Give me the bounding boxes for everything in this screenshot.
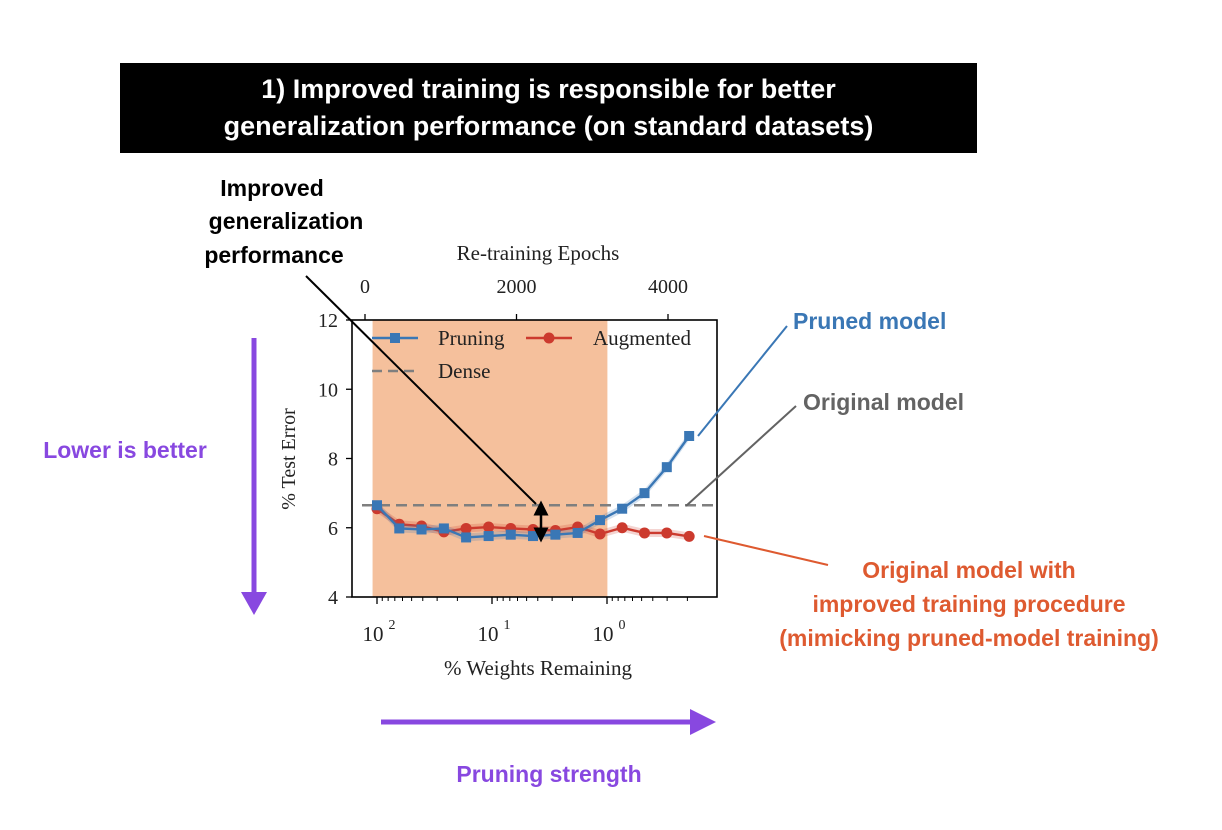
x-tick-exponent: 2 [389,618,396,633]
x-tick-label: 10 [363,622,384,646]
y-tick-label: 6 [328,518,338,540]
down-arrow-icon [241,592,267,615]
data-point [372,500,382,511]
improved-label-line-1: Improved [220,175,324,201]
data-point [661,462,672,473]
top-axis-title: Re-training Epochs [457,241,620,265]
x-tick-exponent: 1 [504,618,511,633]
legend-augmented-marker [543,332,555,344]
pruned-model-pointer [697,325,788,437]
x-tick-exponent: 0 [619,618,626,633]
data-point [550,529,561,540]
legend: Pruning Augmented Dense [372,326,691,383]
data-point [416,524,427,535]
data-point [638,527,650,539]
data-point [483,531,494,542]
pruning-strength-label: Pruning strength [456,761,641,787]
legend-pruning-label: Pruning [438,326,505,350]
data-point [661,527,673,539]
lower-is-better-label: Lower is better [43,437,207,463]
original-model-pointer [685,405,797,507]
legend-dense-label: Dense [438,359,490,383]
improved-pointer-line [305,275,537,505]
pruning-series [372,430,695,543]
data-point [505,529,516,540]
top-tick-label: 4000 [648,276,688,298]
augmented-label-line-3: (mimicking pruned-model training) [779,625,1159,651]
data-point [460,522,472,534]
augmented-pointer [703,535,829,566]
improved-label-line-3: performance [204,242,343,268]
legend-augmented-label: Augmented [593,326,691,350]
original-model-label: Original model [803,389,964,415]
data-point [616,522,628,534]
data-point [683,530,695,542]
right-arrow-icon [690,709,716,735]
x-tick-label: 10 [478,622,499,646]
banner-line-2: generalization performance (on standard … [223,111,874,141]
improved-label-line-2: generalization [209,208,364,234]
data-point [528,531,539,542]
top-tick-label: 2000 [497,276,537,298]
y-tick-label: 10 [318,379,338,401]
x-axis-title: % Weights Remaining [444,656,633,680]
augmented-label-line-1: Original model with [862,557,1075,583]
data-point [639,488,650,499]
banner-line-1: 1) Improved training is responsible for … [261,74,836,104]
axis-ticks: 4 6 8 10 12 10 2 10 1 10 0 0 2000 4000 [318,276,688,646]
y-tick-label: 8 [328,449,338,471]
data-point [394,523,405,534]
data-point [461,532,472,543]
pruned-model-label: Pruned model [793,308,946,334]
top-tick-label: 0 [360,276,370,298]
y-axis-title: % Test Error [278,408,300,510]
legend-pruning-marker [390,333,400,343]
data-point [684,430,695,441]
data-point [617,503,628,514]
data-point [438,523,449,534]
title-banner: 1) Improved training is responsible for … [120,63,977,153]
data-point [572,527,583,538]
augmented-label-line-2: improved training procedure [812,591,1125,617]
y-tick-label: 12 [318,310,338,332]
data-point [595,515,606,526]
data-point [594,528,606,540]
data-point [483,521,495,533]
y-tick-label: 4 [328,587,338,609]
x-tick-label: 10 [593,622,614,646]
